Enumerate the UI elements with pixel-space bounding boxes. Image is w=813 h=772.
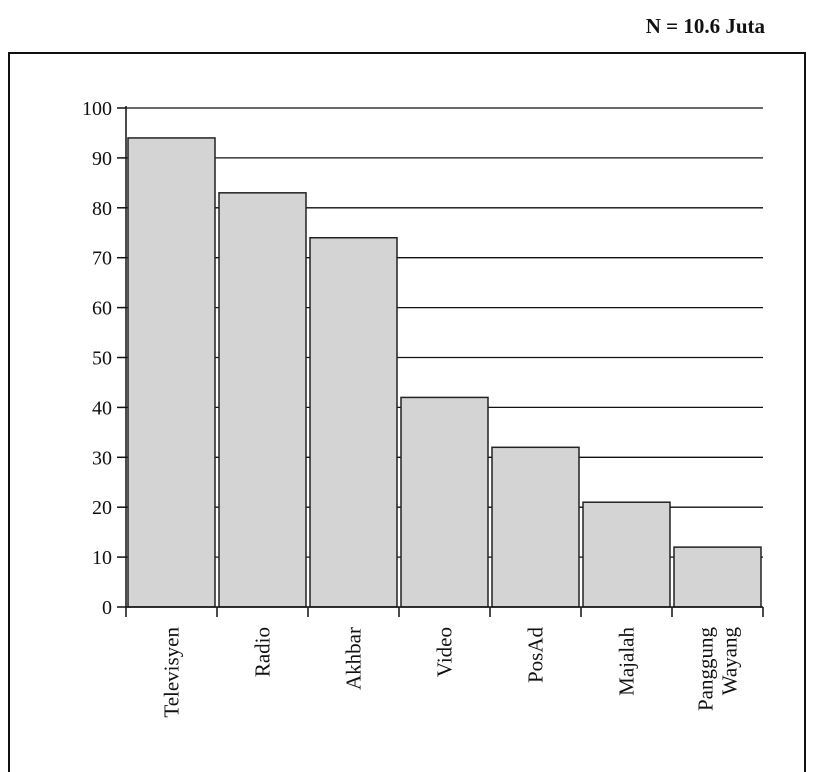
axis-labels: 0 10 20 30 40 50 60 70 80 90 100 Televisyen Radio Akh… [82,98,742,718]
bar [400,396,489,608]
y-tick-label: 80 [92,198,112,220]
bar [218,192,307,608]
x-category-label: Akhbar [342,627,366,690]
y-tick-label: 20 [92,497,112,519]
x-category-label: Majalah [615,627,639,696]
bar [673,546,762,608]
y-tick-label: 50 [92,348,112,370]
bar [491,446,580,608]
y-tick-label: 100 [82,98,112,120]
x-category-label: Televisyen [160,627,184,718]
bar [127,137,216,608]
y-tick-label: 70 [92,248,112,270]
y-tick-label: 60 [92,298,112,320]
x-category-label: Panggung [694,627,718,712]
x-category-label: Radio [251,627,275,677]
bar [309,236,398,608]
x-category-label: Video [433,627,457,677]
y-tick-label: 10 [92,547,112,569]
y-tick-label: 40 [92,397,112,419]
chart-frame [8,52,806,772]
sample-size-annotation: N = 10.6 Juta [645,14,765,38]
x-category-label: Wayang [718,627,742,696]
y-tick-label: 0 [102,597,112,619]
y-tick-label: 90 [92,148,112,170]
axes [117,106,764,617]
bars [127,137,762,608]
x-category-label: PosAd [524,627,548,684]
bar [582,501,671,608]
y-tick-label: 30 [92,447,112,469]
